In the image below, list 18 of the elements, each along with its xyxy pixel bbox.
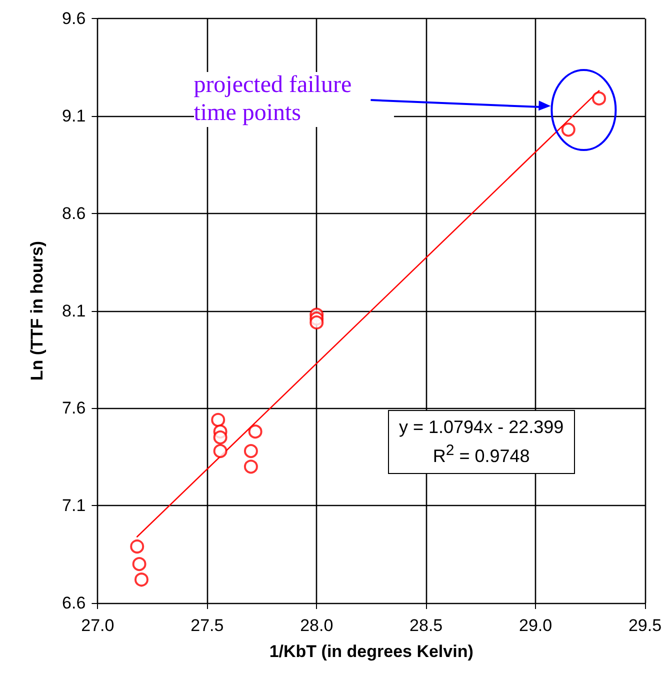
y-tick-label: 8.1	[62, 301, 86, 320]
x-tick-label: 29.5	[628, 616, 662, 635]
y-tick-label: 9.6	[62, 9, 86, 28]
x-tick-label: 28.0	[300, 616, 334, 635]
y-tick-label: 6.6	[62, 594, 86, 612]
annotation: y = 1.0794x - 22.399	[399, 417, 564, 437]
x-tick-label: 27.5	[190, 616, 224, 635]
x-tick-label: 29.0	[518, 616, 552, 635]
x-axis-title: 1/KbT (in degrees Kelvin)	[269, 642, 474, 661]
y-tick-label: 7.6	[62, 398, 86, 418]
x-tick-label: 27.0	[81, 616, 114, 635]
annotation: R$^{2}$ = 0.9748	[432, 442, 530, 466]
annotation: projected failure time points	[194, 72, 394, 128]
y-tick-label: 9.1	[62, 106, 86, 126]
y-tick-label: 7.1	[62, 496, 86, 516]
y-axis-title: Ln (TTF in hours)	[28, 240, 47, 381]
y-tick-label: 8.6	[62, 204, 86, 223]
x-tick-label: 28.5	[410, 616, 443, 635]
